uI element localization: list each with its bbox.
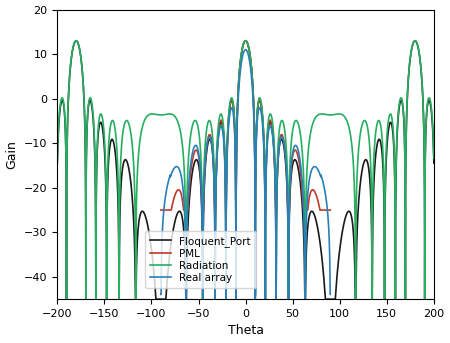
- Line: Radiation: Radiation: [57, 41, 434, 299]
- Floquent_Port: [431, 161, 436, 165]
- Line: Floquent_Port: Floquent_Port: [57, 41, 434, 299]
- Real array: [238, 60, 244, 64]
- Floquent_Port: [73, 39, 79, 43]
- Floquent_Port: [54, 161, 60, 165]
- Y-axis label: Gain: Gain: [5, 140, 18, 169]
- Radiation: [70, 46, 76, 50]
- X-axis label: Theta: Theta: [228, 324, 264, 338]
- Radiation: [129, 134, 134, 138]
- Floquent_Port: [239, 51, 244, 55]
- Radiation: [54, 156, 60, 160]
- Floquent_Port: [77, 49, 83, 53]
- Floquent_Port: [64, 297, 69, 301]
- PML: [238, 51, 244, 56]
- Line: PML: PML: [161, 41, 330, 210]
- Radiation: [431, 156, 436, 160]
- Radiation: [73, 39, 79, 43]
- Legend: Floquent_Port, PML, Radiation, Real array: Floquent_Port, PML, Radiation, Real arra…: [145, 230, 256, 288]
- Radiation: [56, 115, 62, 119]
- Line: Real array: Real array: [161, 50, 330, 299]
- Radiation: [77, 49, 83, 53]
- Floquent_Port: [56, 119, 62, 123]
- Floquent_Port: [70, 46, 76, 50]
- Floquent_Port: [129, 184, 134, 188]
- Radiation: [64, 297, 69, 301]
- Radiation: [239, 51, 244, 55]
- Radiation: [411, 39, 417, 44]
- Floquent_Port: [411, 39, 417, 44]
